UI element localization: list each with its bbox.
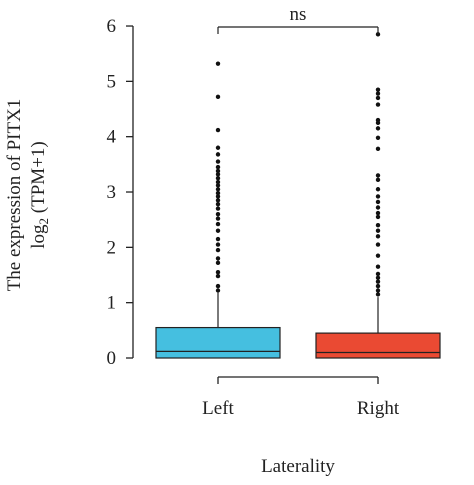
outlier-point-right-18	[375, 177, 381, 183]
outlier-point-right-15	[375, 199, 381, 205]
box-body-right	[315, 332, 441, 359]
y-tick-label-3: 3	[107, 182, 117, 203]
outlier-point-right-20	[375, 146, 381, 152]
box-right	[315, 32, 441, 359]
outlier-point-right-24	[375, 117, 381, 123]
y-axis-label-subscript: 2	[36, 218, 51, 225]
outlier-point-right-10	[375, 228, 381, 233]
x-tick-label-right: Right	[357, 398, 400, 419]
outlier-point-left-5	[215, 256, 221, 261]
x-axis-label: Laterality	[261, 456, 335, 477]
outlier-point-right-13	[375, 210, 381, 216]
outlier-point-right-25	[375, 102, 381, 107]
outlier-point-left-4	[215, 260, 221, 266]
y-tick-label-0: 0	[107, 348, 117, 369]
outlier-point-right-3	[375, 279, 381, 284]
outlier-point-left-26	[215, 152, 221, 157]
outlier-point-right-2	[375, 283, 381, 289]
outlier-point-left-6	[215, 247, 221, 253]
outlier-point-right-11	[375, 223, 381, 228]
outlier-point-left-7	[215, 242, 221, 247]
y-tick-label-2: 2	[107, 237, 117, 258]
outlier-point-right-17	[375, 187, 381, 192]
outlier-point-left-27	[215, 145, 221, 150]
outlier-point-left-15	[215, 198, 221, 203]
outlier-point-left-13	[215, 206, 221, 211]
outlier-point-left-28	[215, 127, 221, 133]
outlier-point-right-21	[375, 135, 381, 140]
outlier-point-left-17	[215, 190, 221, 196]
outlier-point-right-6	[375, 264, 381, 269]
outlier-point-left-3	[215, 270, 221, 275]
outlier-point-left-22	[215, 172, 221, 177]
outlier-point-right-27	[375, 91, 381, 96]
y-ticks: 0 1 2 3 4 5 6	[107, 16, 133, 369]
outlier-point-right-19	[375, 173, 381, 178]
outlier-point-right-22	[375, 126, 381, 131]
y-tick-label-5: 5	[107, 71, 117, 92]
x-tick-label-left: Left	[202, 398, 234, 419]
outlier-point-left-0	[215, 288, 221, 293]
outlier-point-right-4	[375, 275, 381, 280]
outlier-point-left-23	[215, 168, 221, 174]
boxes	[155, 32, 441, 359]
y-tick-label-6: 6	[107, 16, 117, 37]
outlier-point-left-20	[215, 179, 221, 185]
y-axis: 0 1 2 3 4 5 6	[107, 16, 134, 369]
box-body-left	[155, 326, 281, 359]
significance-bracket: ns	[217, 4, 379, 34]
outlier-point-left-19	[215, 183, 221, 188]
outlier-point-left-18	[215, 187, 221, 192]
outlier-point-left-30	[215, 61, 221, 66]
outlier-point-right-8	[375, 242, 381, 247]
outlier-point-right-5	[375, 271, 381, 277]
y-tick-label-1: 1	[107, 293, 117, 314]
outlier-point-left-12	[215, 211, 221, 217]
significance-label: ns	[290, 4, 307, 25]
outlier-point-left-16	[215, 194, 221, 199]
outlier-point-left-29	[215, 94, 221, 100]
outlier-point-right-7	[375, 253, 381, 258]
y-axis-label-log: log	[28, 224, 49, 249]
outlier-point-right-14	[375, 205, 381, 210]
outlier-point-left-8	[215, 236, 221, 242]
y-axis-label-unit: (TPM+1)	[28, 141, 49, 218]
outlier-point-right-29	[375, 32, 381, 37]
x-ticks: Left Right	[202, 377, 400, 419]
outlier-point-left-14	[215, 201, 221, 207]
outlier-point-left-21	[215, 175, 221, 181]
y-tick-label-4: 4	[107, 127, 117, 148]
y-axis-label-line1: The expression of PITX1	[4, 99, 25, 292]
outlier-point-right-0	[375, 292, 381, 297]
outlier-point-left-24	[215, 164, 221, 170]
outlier-point-right-1	[375, 288, 381, 293]
y-axis-label-line2: log2 (TPM+1)	[28, 141, 51, 248]
outlier-point-right-9	[375, 234, 381, 239]
outlier-point-right-12	[375, 214, 381, 220]
outlier-point-left-1	[215, 283, 221, 289]
outlier-point-left-10	[215, 221, 221, 227]
outlier-point-right-26	[375, 95, 381, 101]
x-axis: Left Right	[202, 376, 400, 419]
outlier-point-right-16	[375, 194, 381, 199]
outlier-point-left-2	[215, 273, 221, 279]
outlier-point-left-9	[215, 228, 221, 233]
outlier-point-left-11	[215, 216, 221, 221]
outlier-point-left-25	[215, 159, 221, 164]
box-left	[155, 61, 281, 359]
outlier-point-right-28	[375, 87, 381, 92]
